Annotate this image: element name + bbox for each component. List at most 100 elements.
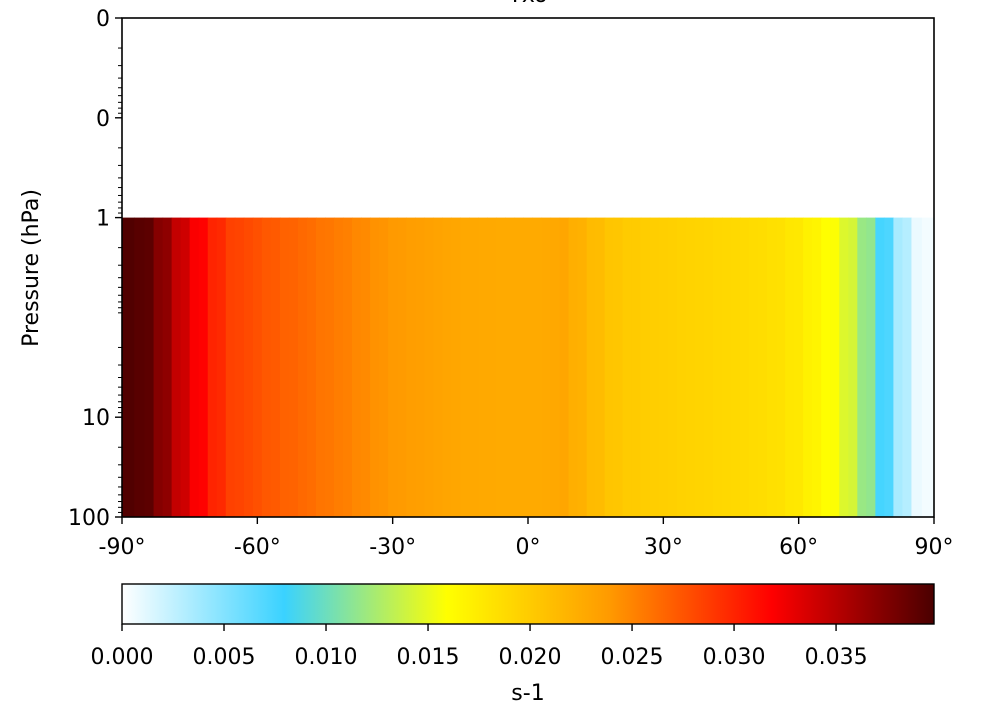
colorbar-tick-label: 0.000 (91, 645, 154, 670)
heatmap-cell (406, 217, 416, 517)
y-tick-label: 1 (96, 207, 110, 232)
heatmap-cell (270, 217, 281, 517)
heatmap-cell (243, 217, 254, 517)
heatmap-cell (198, 217, 209, 517)
colorbar (121, 583, 935, 625)
heatmap-cell (343, 217, 353, 517)
heatmap-cell (478, 217, 488, 517)
heatmap-cell (171, 217, 182, 517)
x-tick-label: 90° (915, 535, 954, 560)
x-tick-label: 60° (779, 535, 818, 560)
heatmap-cell (433, 217, 443, 517)
colorbar-tick-label: 0.010 (295, 645, 358, 670)
heatmap-cell (334, 217, 344, 517)
heatmap-cell (694, 217, 705, 517)
heatmap-cell (902, 217, 913, 517)
x-tick-label: 0° (516, 535, 541, 560)
heatmap-cell (144, 217, 155, 517)
heatmap-cell (577, 217, 588, 517)
heatmap-cell (279, 217, 290, 517)
heatmap-cell (234, 217, 245, 517)
heatmap-cell (839, 217, 849, 517)
heatmap-cells (122, 217, 935, 517)
x-tick-label: -30° (369, 535, 416, 560)
heatmap-cell (388, 217, 398, 517)
heatmap-cell (911, 217, 923, 517)
heatmap-cell (586, 217, 597, 517)
x-tick-label: -90° (99, 535, 146, 560)
heatmap-cell (505, 217, 516, 517)
heatmap-cell (379, 217, 389, 517)
heatmap-cell (122, 217, 135, 517)
chart-title: Txo (507, 0, 547, 8)
heatmap-cell (875, 217, 885, 517)
heatmap-cell (487, 217, 498, 517)
heatmap-cell (884, 217, 894, 517)
x-axis: -90° -60° -30° 0° 30° 60° 90° (99, 517, 954, 560)
heatmap-cell (297, 217, 308, 517)
heatmap-cell (803, 217, 813, 517)
heatmap-cell (921, 217, 935, 517)
heatmap-cell (676, 217, 687, 517)
heatmap-cell (397, 217, 407, 517)
y-axis: 0 0 1 10 100 (68, 7, 122, 531)
heatmap-cell (460, 217, 470, 517)
heatmap-cell (252, 217, 263, 517)
heatmap-cell (712, 217, 723, 517)
heatmap-cell (532, 217, 543, 517)
heatmap-cell (830, 217, 840, 517)
heatmap-cell (595, 217, 606, 517)
heatmap-cell (424, 217, 434, 517)
heatmap-cell (631, 217, 642, 517)
heatmap-cell (514, 217, 525, 517)
heatmap-cell (667, 217, 678, 517)
heatmap-cell (325, 217, 335, 517)
heatmap-cell (225, 217, 236, 517)
colorbar-label: s-1 (511, 681, 544, 706)
heatmap-cell (559, 217, 570, 517)
heatmap-cell (776, 217, 786, 517)
colorbar-tick-label: 0.005 (193, 645, 256, 670)
y-minor-ticks (118, 47, 122, 513)
heatmap-cell (288, 217, 299, 517)
heatmap-cell (893, 217, 904, 517)
heatmap-cell (866, 217, 876, 517)
y-tick-label: 0 (96, 107, 110, 132)
heatmap-cell (189, 217, 200, 517)
heatmap-cell (721, 217, 732, 517)
heatmap-cell (604, 217, 615, 517)
heatmap-cell (767, 217, 777, 517)
heatmap-cell (541, 217, 552, 517)
heatmap-cell (469, 217, 479, 517)
colorbar-axis: 0.000 0.005 0.010 0.015 0.020 0.025 0.030 0.035 (91, 624, 868, 670)
heatmap-cell (370, 217, 380, 517)
heatmap-cell (812, 217, 822, 517)
heatmap-cell (785, 217, 795, 517)
heatmap-cell (857, 217, 867, 517)
colorbar-tick-label: 0.035 (805, 645, 868, 670)
heatmap-cell (703, 217, 714, 517)
x-tick-label: 30° (644, 535, 683, 560)
heatmap-cell (415, 217, 425, 517)
x-tick-label: -60° (234, 535, 281, 560)
heatmap-cell (550, 217, 561, 517)
heatmap-cell (216, 217, 227, 517)
heatmap-cell (658, 217, 669, 517)
heatmap-cell (134, 217, 146, 517)
y-tick-label: 0 (96, 7, 110, 32)
heatmap-cell (361, 217, 371, 517)
heatmap-cell (306, 217, 317, 517)
y-axis-label: Pressure (hPa) (19, 189, 44, 347)
heatmap-cell (496, 217, 507, 517)
heatmap-cell (848, 217, 858, 517)
colorbar-tick-label: 0.015 (397, 645, 460, 670)
colorbar-tick-label: 0.020 (499, 645, 562, 670)
heatmap-cell (162, 217, 173, 517)
y-tick-label: 100 (68, 506, 110, 531)
colorbar-tick-label: 0.025 (601, 645, 664, 670)
heatmap-cell (261, 217, 272, 517)
heatmap-cell (352, 217, 362, 517)
heatmap-cell (649, 217, 660, 517)
y-tick-label: 10 (82, 406, 110, 431)
